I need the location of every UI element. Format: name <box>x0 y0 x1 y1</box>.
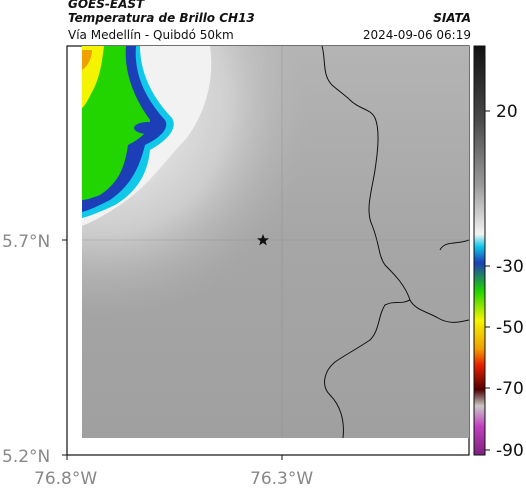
border-line-east <box>321 46 469 323</box>
datetime-label: 2024-09-06 06:19 <box>362 28 471 42</box>
cloud-orange <box>82 50 92 70</box>
border-line-south <box>324 299 411 438</box>
cb-label-5: -90 <box>496 441 524 461</box>
lat-label-1: 5.7°N <box>2 232 50 252</box>
region-subtitle: Vía Medellín - Quibdó 50km <box>68 28 234 42</box>
cb-label-4: -70 <box>496 379 524 399</box>
cloud-blob <box>134 122 162 134</box>
lat-label-2: 5.2°N <box>2 447 50 467</box>
cb-label-3: -50 <box>496 318 524 338</box>
cloud-green <box>82 46 150 200</box>
agency-label: SIATA <box>433 11 471 25</box>
satellite-title: GOES-EAST <box>68 0 145 11</box>
cb-label-2: -30 <box>496 257 524 277</box>
border-line-minor <box>439 239 469 251</box>
lon-label-1: 76.8°W <box>34 469 97 489</box>
star-icon <box>257 234 269 246</box>
cb-label-1: 20 <box>496 102 518 122</box>
lon-label-2: 76.3°W <box>250 469 313 489</box>
no-data-strip <box>68 438 468 454</box>
colorbar <box>473 45 486 456</box>
product-title: Temperatura de Brillo CH13 <box>68 11 255 25</box>
